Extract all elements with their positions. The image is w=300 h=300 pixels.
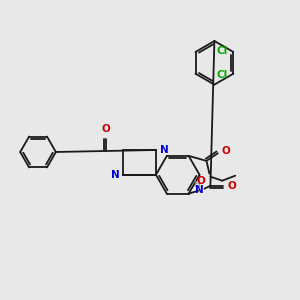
Text: N: N (110, 170, 119, 180)
Text: O: O (197, 176, 206, 186)
Text: N: N (195, 185, 204, 195)
Text: Cl: Cl (216, 70, 227, 80)
Text: H: H (193, 180, 200, 189)
Text: O: O (101, 124, 110, 134)
Text: O: O (227, 181, 236, 191)
Text: N: N (160, 145, 169, 155)
Text: O: O (221, 146, 230, 156)
Text: Cl: Cl (216, 46, 227, 56)
